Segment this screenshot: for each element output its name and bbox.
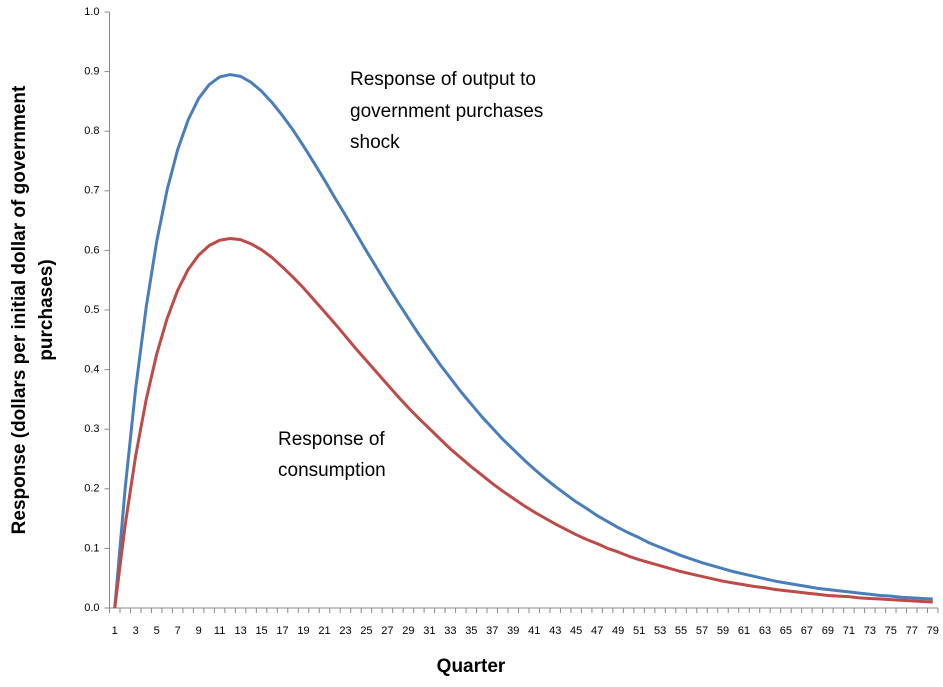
x-tick-label: 71	[843, 625, 855, 637]
y-axis-title: Response (dollars per initial dollar of …	[9, 85, 57, 534]
x-tick-label: 49	[612, 625, 624, 637]
x-tick-label: 33	[444, 625, 456, 637]
y-tick-label: 0.8	[84, 125, 99, 137]
x-tick-label: 47	[591, 625, 603, 637]
x-tick-label: 53	[654, 625, 666, 637]
x-tick-label: 5	[154, 625, 160, 637]
x-axis-title: Quarter	[437, 656, 506, 677]
x-tick-label: 23	[339, 625, 351, 637]
y-tick-label: 0.0	[84, 602, 99, 614]
y-tick-label: 0.7	[84, 185, 99, 197]
y-tick-label: 0.4	[84, 364, 99, 376]
annotation: shock	[350, 132, 400, 153]
annotation: Response of	[278, 429, 385, 450]
x-tick-label: 65	[780, 625, 792, 637]
x-tick-label: 41	[528, 625, 540, 637]
x-tick-label: 79	[927, 625, 939, 637]
x-tick-label: 67	[801, 625, 813, 637]
y-tick-label: 0.9	[84, 66, 99, 78]
x-tick-label: 69	[822, 625, 834, 637]
annotation: consumption	[278, 460, 386, 481]
x-tick-label: 73	[864, 625, 876, 637]
x-tick-label: 51	[633, 625, 645, 637]
y-tick-label: 1.0	[84, 6, 99, 18]
x-tick-label: 31	[423, 625, 435, 637]
x-tick-label: 9	[196, 625, 202, 637]
x-tick-label: 7	[175, 625, 181, 637]
x-tick-label: 59	[717, 625, 729, 637]
x-tick-label: 1	[112, 625, 118, 637]
x-tick-label: 55	[675, 625, 687, 637]
x-tick-label: 17	[276, 625, 288, 637]
x-tick-label: 11	[214, 625, 225, 637]
x-tick-label: 57	[696, 625, 708, 637]
y-tick-label: 0.2	[84, 483, 99, 495]
x-tick-label: 63	[759, 625, 771, 637]
x-tick-label: 45	[570, 625, 582, 637]
x-tick-label: 29	[402, 625, 414, 637]
x-tick-label: 39	[507, 625, 519, 637]
x-tick-label: 37	[486, 625, 498, 637]
annotation: government purchases	[350, 101, 543, 122]
y-tick-label: 0.3	[84, 423, 99, 435]
y-tick-label: 0.1	[84, 542, 99, 554]
x-tick-label: 27	[381, 625, 393, 637]
y-tick-label: 0.6	[84, 244, 99, 256]
x-tick-label: 35	[465, 625, 477, 637]
x-tick-label: 13	[234, 625, 246, 637]
y-axis-title-line: purchases)	[36, 259, 57, 360]
x-tick-label: 21	[318, 625, 330, 637]
line-series	[113, 236, 933, 609]
x-tick-label: 3	[133, 625, 139, 637]
x-tick-label: 19	[297, 625, 309, 637]
x-tick-label: 43	[549, 625, 561, 637]
x-tick-label: 61	[738, 625, 750, 637]
x-tick-label: 77	[906, 625, 918, 637]
x-tick-label: 25	[360, 625, 372, 637]
line-series	[113, 73, 933, 609]
y-tick-label: 0.5	[84, 304, 99, 316]
y-axis-title-line: Response (dollars per initial dollar of …	[9, 85, 30, 534]
x-tick-label: 75	[885, 625, 897, 637]
x-tick-label: 15	[255, 625, 267, 637]
annotation: Response of output to	[350, 69, 536, 90]
